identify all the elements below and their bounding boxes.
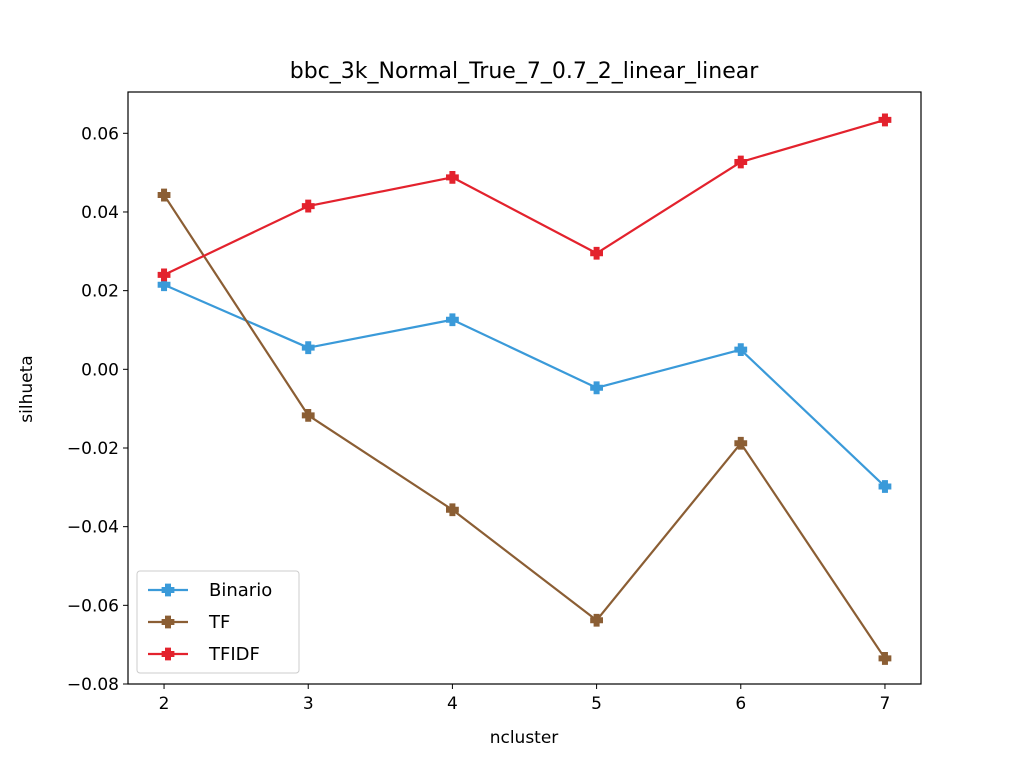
legend: Binario TF TFIDF xyxy=(136,570,300,674)
legend-marker xyxy=(161,647,175,661)
y-tick-label: −0.02 xyxy=(67,439,119,459)
data-point xyxy=(590,381,603,395)
x-tick-label: 4 xyxy=(447,694,458,714)
y-tick-label: −0.08 xyxy=(67,675,119,695)
series-line-tf xyxy=(163,194,886,660)
x-tick-label: 5 xyxy=(591,694,602,714)
legend-marker xyxy=(161,583,175,597)
legend-label: Binario xyxy=(209,580,272,601)
x-tick-label: 3 xyxy=(303,694,314,714)
legend-label: TFIDF xyxy=(208,644,260,665)
y-tick-label: −0.06 xyxy=(67,596,119,616)
data-point xyxy=(878,480,892,493)
chart-title: bbc_3k_Normal_True_7_0.7_2_linear_linear xyxy=(290,59,759,84)
x-tick-label: 7 xyxy=(880,694,891,714)
legend-label: TF xyxy=(208,612,230,633)
data-point xyxy=(878,113,892,127)
data-point xyxy=(878,652,892,665)
y-tick-label: 0.02 xyxy=(81,282,119,302)
data-point xyxy=(446,313,459,327)
legend-marker xyxy=(161,615,175,629)
data-point xyxy=(590,246,603,260)
data-point xyxy=(157,278,171,292)
plot-area xyxy=(157,113,892,665)
data-point xyxy=(157,188,171,202)
x-tick-label: 2 xyxy=(159,694,170,714)
y-tick-label: 0.04 xyxy=(81,203,119,223)
legend-frame xyxy=(136,570,300,674)
y-tick-label: 0.00 xyxy=(81,360,119,380)
series-line-tfidf xyxy=(163,118,886,276)
x-tick-label: 6 xyxy=(735,694,746,714)
data-point xyxy=(446,170,459,184)
data-point xyxy=(301,408,315,422)
plot-frame xyxy=(127,91,922,685)
data-point xyxy=(301,341,315,355)
data-point xyxy=(301,199,315,213)
x-axis-title: ncluster xyxy=(490,728,559,748)
data-point xyxy=(590,613,603,627)
data-point xyxy=(446,503,459,517)
series-line-binario xyxy=(163,283,886,488)
y-tick-label: 0.06 xyxy=(81,124,119,144)
y-tick-label: −0.04 xyxy=(67,518,119,538)
data-point xyxy=(734,155,748,169)
data-point xyxy=(734,343,748,357)
data-point xyxy=(157,268,171,282)
y-axis-title: silhueta xyxy=(17,355,37,422)
data-point xyxy=(734,436,748,450)
